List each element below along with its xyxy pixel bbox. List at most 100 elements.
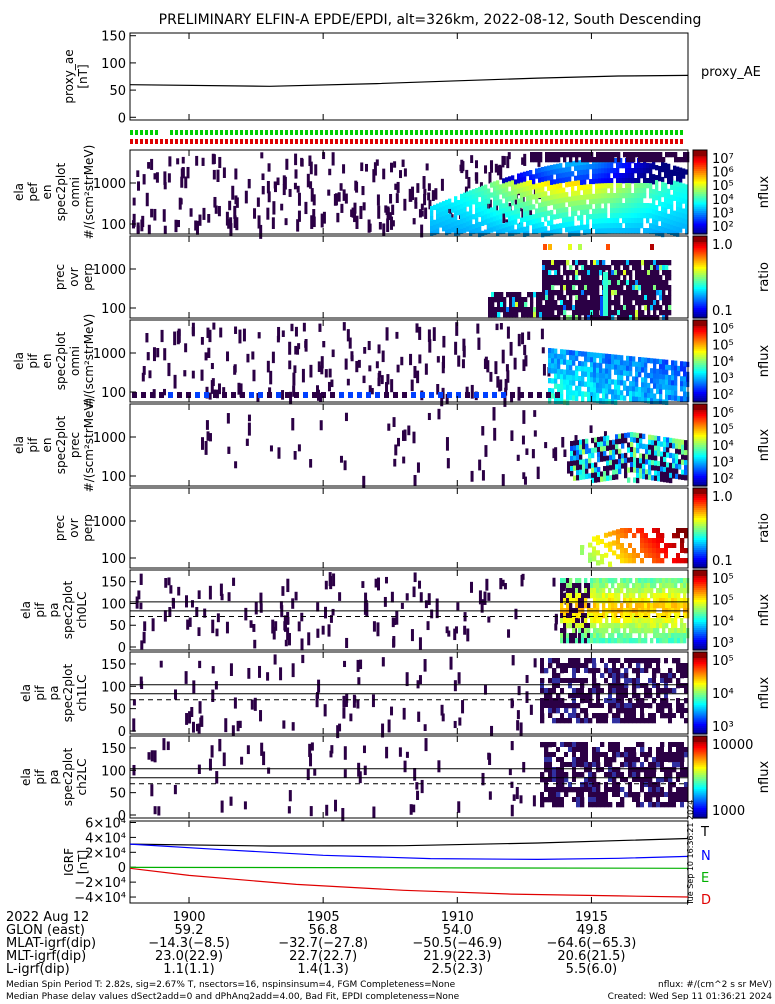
heatmap-cell xyxy=(612,668,616,673)
heatmap-cell xyxy=(180,177,183,188)
heatmap-cell xyxy=(553,224,556,229)
heatmap-cell xyxy=(529,185,532,190)
heatmap-cell xyxy=(390,163,393,173)
heatmap-cell xyxy=(644,623,647,628)
heatmap-cell xyxy=(433,225,436,230)
heatmap-cell xyxy=(454,206,457,211)
heatmap-cell xyxy=(198,724,201,734)
heatmap-cell xyxy=(564,673,568,678)
heatmap-cell xyxy=(147,752,150,760)
heatmap-cell xyxy=(618,464,621,469)
heatmap-cell xyxy=(544,211,547,216)
energy-tick-label: 100 xyxy=(101,302,126,317)
heatmap-cell xyxy=(662,628,665,633)
heatmap-cell xyxy=(396,193,399,203)
heatmap-cell xyxy=(511,741,514,750)
heatmap-cell xyxy=(298,444,301,451)
heatmap-cell xyxy=(593,598,596,603)
status-mark-green xyxy=(560,130,563,135)
heatmap-cell xyxy=(499,379,502,390)
heatmap-cell xyxy=(649,228,652,233)
heatmap-cell xyxy=(620,380,623,385)
heatmap-cell xyxy=(596,578,599,583)
heatmap-cell xyxy=(662,379,665,384)
heatmap-cell xyxy=(629,381,632,386)
heatmap-cell xyxy=(640,548,644,553)
heatmap-cell xyxy=(576,688,580,693)
heatmap-cell xyxy=(596,588,599,593)
heatmap-cell xyxy=(576,668,580,673)
heatmap-cell xyxy=(608,310,611,315)
heatmap-cell xyxy=(578,285,581,290)
heatmap-cell xyxy=(572,718,576,723)
heatmap-cell xyxy=(494,292,497,297)
heatmap-cell xyxy=(535,223,538,228)
heatmap-cell xyxy=(644,603,647,608)
heatmap-cell xyxy=(600,457,603,462)
heatmap-cell xyxy=(628,218,631,223)
heatmap-cell xyxy=(644,668,648,673)
heatmap-cell xyxy=(576,787,580,792)
heatmap-cell xyxy=(614,593,617,598)
heatmap-cell xyxy=(599,598,602,603)
heatmap-cell xyxy=(625,168,628,173)
heatmap-cell xyxy=(576,797,580,802)
heatmap-cell xyxy=(576,747,580,752)
heatmap-cell xyxy=(580,185,583,190)
heatmap-cell xyxy=(505,182,508,187)
heatmap-cell xyxy=(584,618,587,623)
heatmap-cell xyxy=(584,603,587,608)
status-mark-green xyxy=(545,130,548,135)
heatmap-cell xyxy=(575,275,578,280)
heatmap-cell xyxy=(632,290,635,295)
heatmap-cell xyxy=(576,673,580,678)
heatmap-cell xyxy=(566,270,569,275)
heatmap-cell xyxy=(629,275,632,280)
heatmap-cell xyxy=(539,312,542,317)
heatmap-cell xyxy=(657,461,660,466)
heatmap-cell xyxy=(665,275,668,280)
heatmap-cell xyxy=(261,173,264,180)
heatmap-cell xyxy=(512,297,515,302)
heatmap-cell xyxy=(614,295,617,300)
heatmap-cell xyxy=(544,191,547,196)
heatmap-cell xyxy=(617,638,620,643)
heatmap-cell xyxy=(581,310,584,315)
heatmap-cell xyxy=(529,170,532,175)
heatmap-cell xyxy=(629,588,632,593)
heatmap-cell xyxy=(620,260,623,265)
heatmap-cell xyxy=(535,173,538,178)
status-mark-green xyxy=(620,130,623,135)
heatmap-cell xyxy=(660,708,664,713)
heatmap-cell xyxy=(613,198,616,203)
heatmap-cell xyxy=(598,198,601,203)
heatmap-cell xyxy=(580,802,584,807)
heatmap-cell xyxy=(620,360,623,365)
heatmap-cell xyxy=(586,174,589,179)
heatmap-cell xyxy=(572,355,575,360)
heatmap-cell xyxy=(616,188,619,193)
heatmap-cell xyxy=(562,208,565,213)
status-mark-red xyxy=(515,139,518,144)
heatmap-cell xyxy=(544,767,548,772)
heatmap-cell xyxy=(605,593,608,598)
heatmap-cell xyxy=(619,228,622,233)
heatmap-cell xyxy=(601,213,604,218)
heatmap-cell xyxy=(605,628,608,633)
heatmap-cell xyxy=(457,220,460,225)
heatmap-cell xyxy=(526,206,529,211)
heatmap-cell xyxy=(608,537,612,542)
heatmap-cell xyxy=(580,200,583,205)
heatmap-cell xyxy=(596,683,600,688)
heatmap-cell xyxy=(566,385,569,390)
status-mark-red xyxy=(400,139,403,144)
heatmap-cell xyxy=(291,598,294,608)
heatmap-cell xyxy=(496,180,499,185)
heatmap-cell xyxy=(328,382,331,391)
heatmap-cell xyxy=(575,300,578,305)
heatmap-cell xyxy=(656,300,659,305)
heatmap-cell xyxy=(593,363,596,368)
heatmap-cell xyxy=(490,222,493,227)
heatmap-cell xyxy=(658,226,661,231)
heatmap-cell xyxy=(523,187,526,192)
